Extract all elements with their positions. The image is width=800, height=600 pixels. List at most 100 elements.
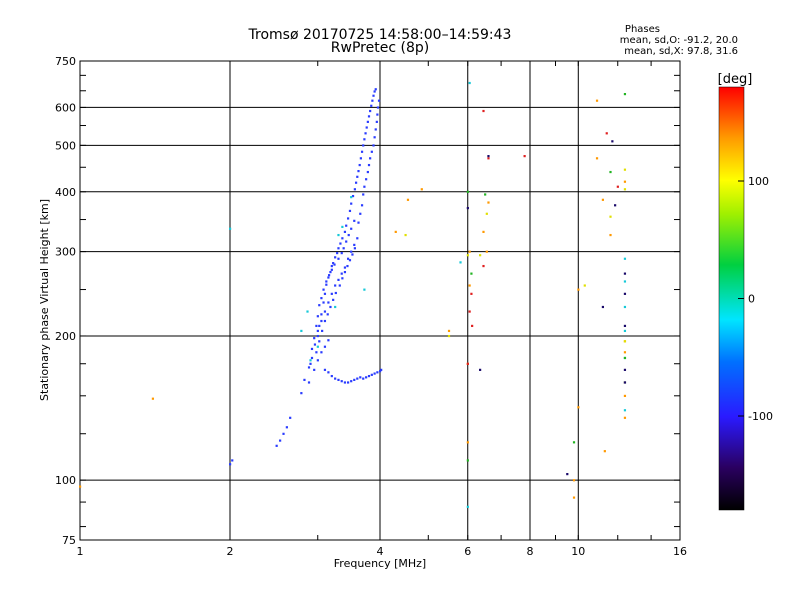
data-point xyxy=(334,377,337,380)
data-point xyxy=(357,169,360,173)
data-point xyxy=(330,264,333,268)
colorbar-tick-label: 100 xyxy=(748,175,769,188)
data-point xyxy=(353,219,356,222)
data-point xyxy=(623,381,627,384)
data-point xyxy=(320,313,323,316)
data-point xyxy=(394,230,397,233)
chart-subtitle: RwPretec (8p) xyxy=(330,40,430,56)
data-point xyxy=(289,416,292,419)
data-point xyxy=(447,334,451,338)
data-point xyxy=(337,247,340,250)
data-point xyxy=(363,138,366,141)
colorbar-ticks: 100 0 -100 xyxy=(738,175,773,423)
data-point xyxy=(482,264,485,268)
data-point xyxy=(334,305,337,309)
data-point xyxy=(320,351,323,354)
data-point xyxy=(623,340,627,343)
data-point xyxy=(334,291,337,295)
data-point xyxy=(376,371,379,374)
data-point xyxy=(336,252,339,255)
data-point xyxy=(595,157,599,160)
data-point xyxy=(357,221,360,224)
data-point xyxy=(330,292,333,295)
data-point xyxy=(325,283,328,286)
data-point xyxy=(482,109,485,113)
data-point xyxy=(366,120,369,123)
data-point xyxy=(363,288,366,291)
data-points xyxy=(79,81,627,508)
data-point xyxy=(323,319,327,323)
data-point xyxy=(341,225,344,229)
data-point xyxy=(623,188,627,191)
data-point xyxy=(466,459,469,462)
data-point xyxy=(348,259,352,262)
data-point xyxy=(341,277,344,280)
data-point xyxy=(377,99,381,102)
data-point xyxy=(316,345,319,348)
data-point xyxy=(380,368,383,371)
data-point xyxy=(350,380,353,383)
data-point xyxy=(447,329,451,333)
data-point xyxy=(482,230,485,233)
data-point xyxy=(318,324,321,328)
data-point xyxy=(350,202,353,205)
data-point xyxy=(623,272,627,275)
data-point xyxy=(372,94,375,97)
data-point xyxy=(320,319,323,323)
data-point xyxy=(323,345,327,348)
data-point xyxy=(485,250,488,253)
data-point xyxy=(372,144,375,147)
data-point xyxy=(365,178,368,181)
data-point xyxy=(376,113,379,116)
data-point xyxy=(323,368,327,371)
data-point xyxy=(313,368,316,371)
chart-title: Tromsø 20170725 14:58:00–14:59:43 xyxy=(248,27,512,43)
data-point xyxy=(523,155,526,158)
data-point xyxy=(334,284,337,287)
y-tick-labels: 75 100 200 300 400 500 600 750 xyxy=(55,55,76,547)
data-point xyxy=(420,188,423,191)
data-point xyxy=(367,163,371,167)
data-point xyxy=(323,292,327,295)
data-point xyxy=(468,81,471,85)
data-point xyxy=(282,432,285,435)
data-point xyxy=(339,242,342,245)
data-point xyxy=(337,233,340,237)
data-point xyxy=(151,397,155,400)
data-point xyxy=(322,301,325,304)
data-point xyxy=(487,155,490,158)
data-point xyxy=(309,362,312,365)
data-point xyxy=(375,120,378,123)
data-point xyxy=(623,180,627,183)
data-point xyxy=(487,157,490,160)
data-point xyxy=(229,227,232,230)
data-point xyxy=(373,136,376,139)
y-tick-label: 400 xyxy=(55,186,76,199)
data-point xyxy=(346,381,350,384)
data-point xyxy=(373,372,376,375)
data-point xyxy=(365,126,368,129)
data-point xyxy=(367,374,371,378)
data-point xyxy=(370,104,373,107)
data-point xyxy=(343,270,347,274)
data-point xyxy=(572,479,576,482)
data-point xyxy=(316,315,319,318)
data-point xyxy=(609,170,612,174)
data-point xyxy=(466,190,469,193)
data-point xyxy=(351,194,355,198)
y-tick-label: 200 xyxy=(55,330,76,343)
data-point xyxy=(603,450,606,453)
data-point xyxy=(338,284,341,287)
data-point xyxy=(623,305,627,309)
data-point xyxy=(601,198,605,201)
data-point xyxy=(315,351,318,354)
data-point xyxy=(351,253,354,256)
data-point xyxy=(360,150,364,153)
x-tick-label: 2 xyxy=(227,545,234,558)
data-point xyxy=(466,362,469,365)
data-point xyxy=(356,237,359,240)
data-point xyxy=(365,376,368,379)
data-point xyxy=(315,324,318,328)
data-point xyxy=(329,270,332,274)
